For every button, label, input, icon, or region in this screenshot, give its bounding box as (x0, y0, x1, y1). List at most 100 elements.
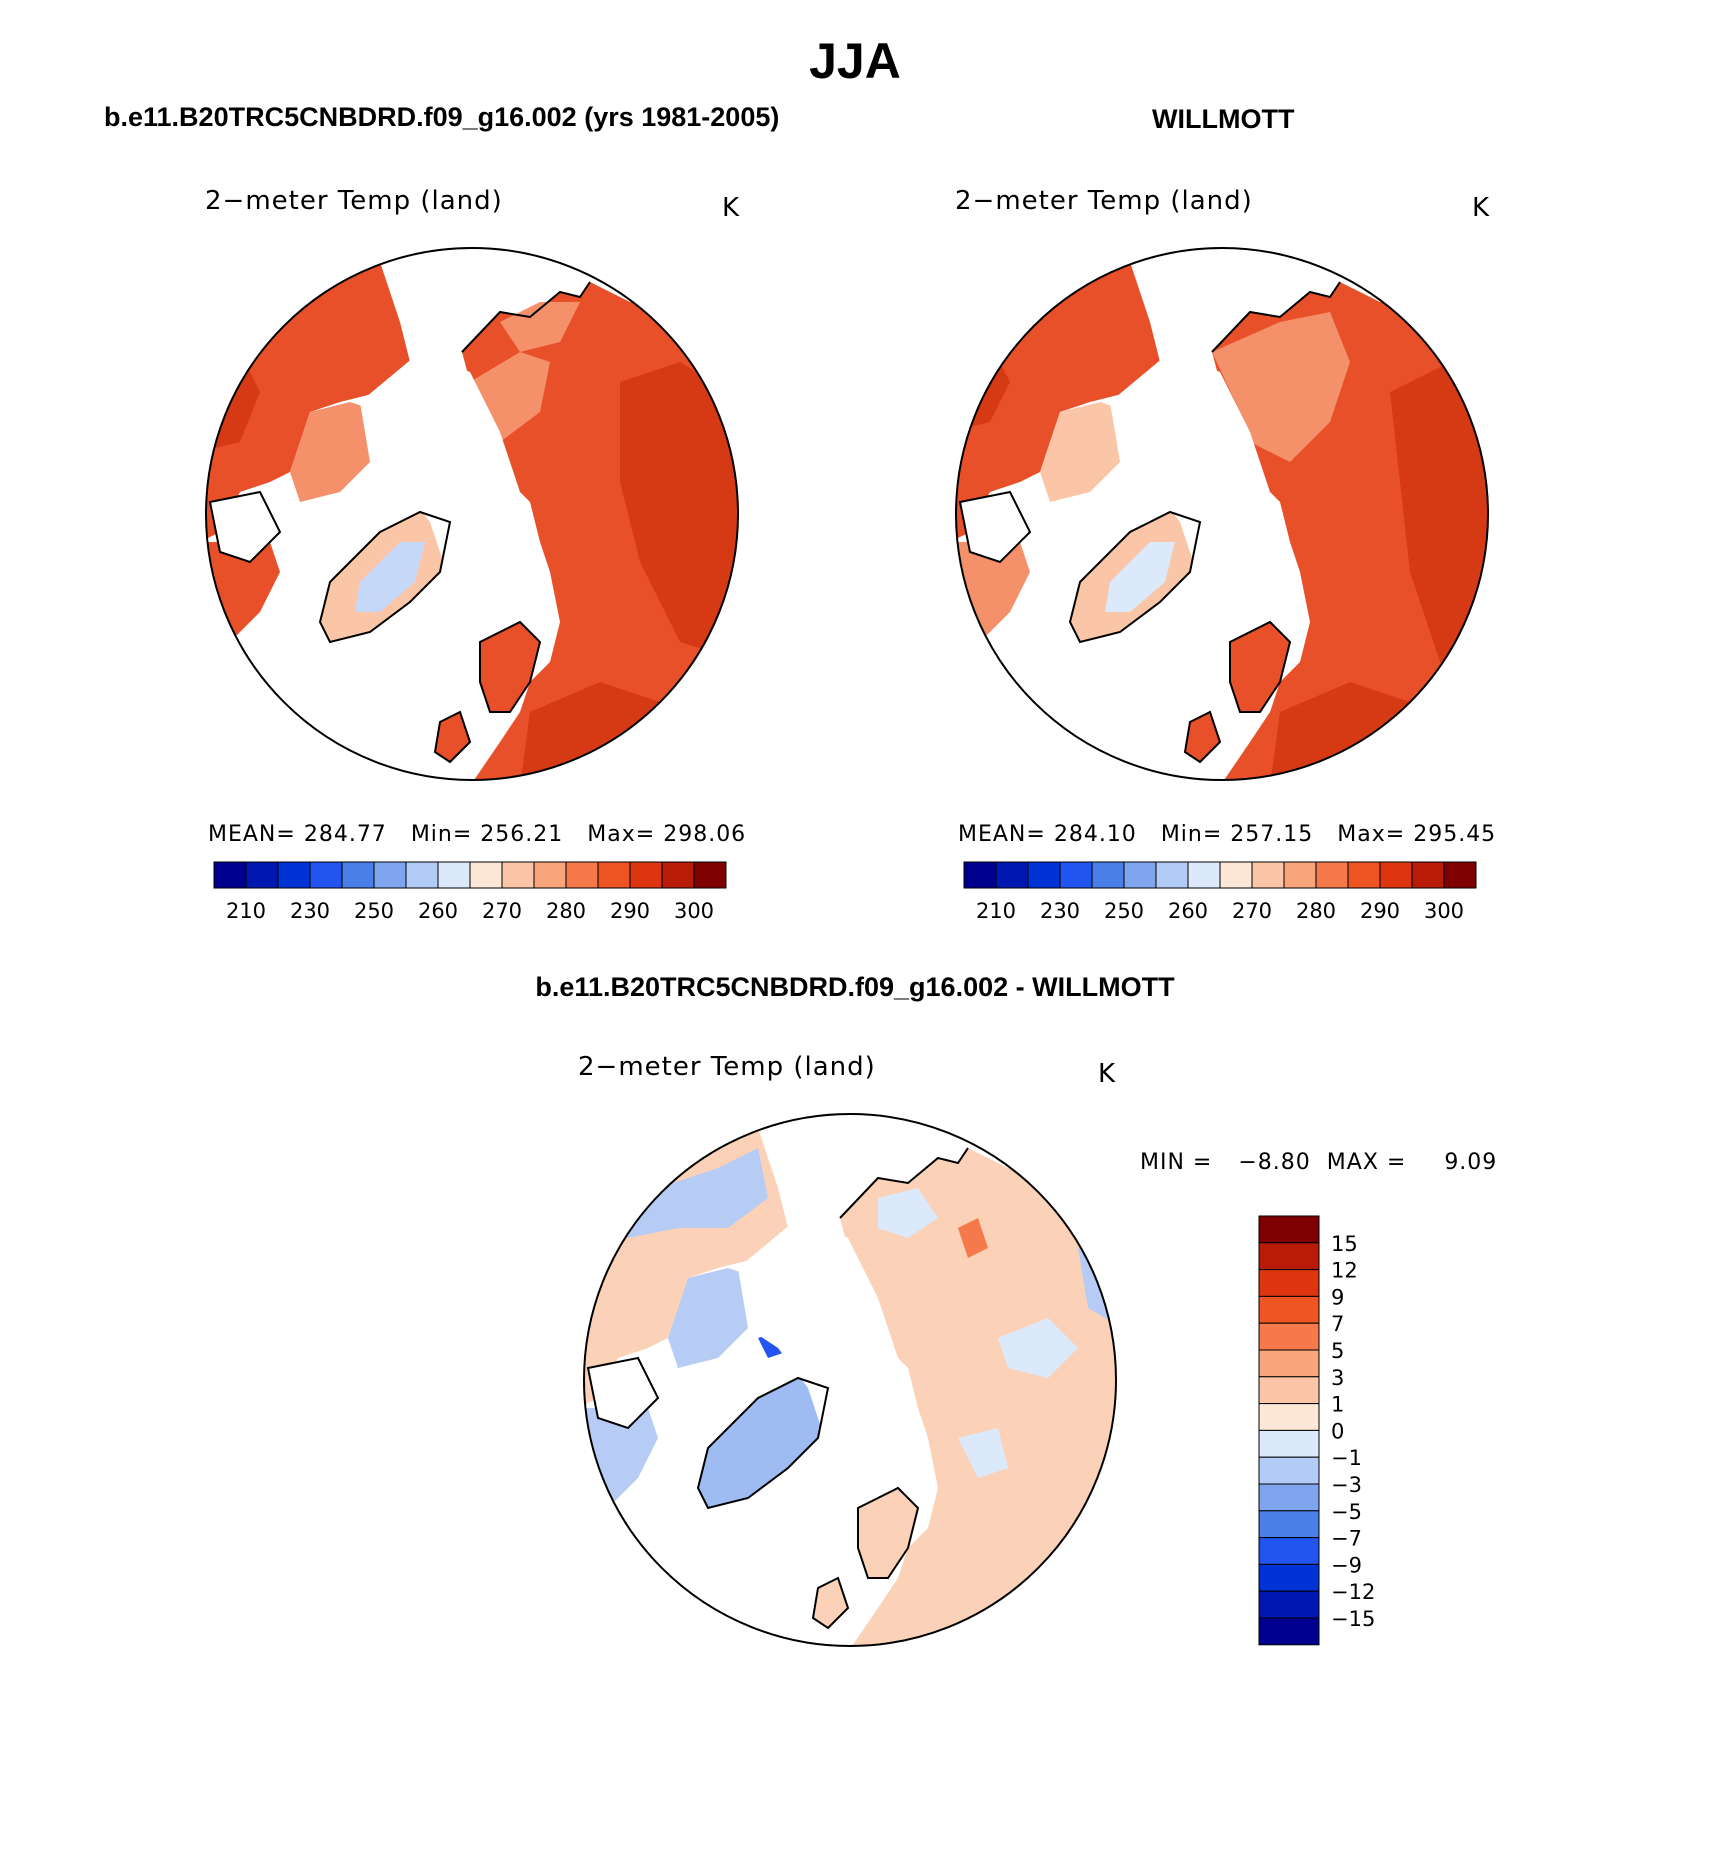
panel1-colorbar-swatch-6 (405, 861, 439, 889)
panel3-colorbar-swatch-4 (1258, 1322, 1320, 1351)
panel1-colorbar-swatch-7 (437, 861, 471, 889)
panel2-units: K (1472, 193, 1491, 223)
panel3-title: 2−meter Temp (land) (578, 1052, 876, 1082)
panel1-colorbar-tick-label: 210 (226, 899, 266, 923)
panel3-colorbar-swatch-9 (1258, 1456, 1320, 1485)
panel3-max-label: MAX = (1326, 1150, 1407, 1175)
panel1-north-atlantic (400, 582, 480, 712)
panel3-land-asia-blue2 (998, 1318, 1078, 1378)
panel1-colorbar-tick-label: 300 (674, 899, 714, 923)
panel1-colorbar-swatch-13 (629, 861, 663, 889)
panel3-min-label: MIN = (1140, 1150, 1213, 1175)
panel1-stats: MEAN= 284.77 Min= 256.21 Max= 298.06 (208, 822, 746, 847)
panel2-hudson-bay (960, 492, 1030, 562)
panel2-colorbar-tick-label: 250 (1104, 899, 1144, 923)
panel1-land-asia-light (470, 352, 550, 442)
panel2-polar-map (955, 247, 1489, 781)
panel1-pacific-gap (410, 248, 500, 352)
panel1-colorbar-tick-label: 280 (546, 899, 586, 923)
panel1-land-asia-dark (620, 362, 738, 662)
panel1-land-field (206, 248, 738, 780)
panel3-colorbar-swatch-11 (1258, 1510, 1320, 1539)
panel1-colorbar-swatch-15 (693, 861, 727, 889)
panel1-colorbar-tick-label: 270 (482, 899, 522, 923)
panel3-baffin-bay (728, 1348, 778, 1398)
panel1-colorbar-swatch-10 (533, 861, 567, 889)
panel2-land-asia-light (1212, 312, 1350, 462)
panel3-colorbar-tick-label: 9 (1331, 1285, 1344, 1309)
panel3-colorbar-tick-label: −9 (1331, 1553, 1362, 1577)
panel2-title: 2−meter Temp (land) (955, 186, 1253, 216)
panel3-land-asia (840, 1148, 1116, 1646)
panel3-colorbar-tick-label: 3 (1331, 1366, 1344, 1390)
difference-case-title: b.e11.B20TRC5CNBDRD.f09_g16.002 - WILLMO… (535, 972, 1175, 1002)
panel2-colorbar-tick-label: 300 (1424, 899, 1464, 923)
panel3-max-value: 9.09 (1444, 1150, 1498, 1175)
panel1-colorbar-swatch-11 (565, 861, 599, 889)
panel3-colorbar-tick-label: 5 (1331, 1339, 1344, 1363)
panel1-colorbar-swatch-2 (277, 861, 311, 889)
panel3-units: K (1098, 1059, 1117, 1089)
panel3-colorbar-swatch-15 (1258, 1617, 1320, 1646)
panel3-land-canadian-arch (668, 1268, 758, 1368)
panel2-colorbar-swatch-8 (1219, 861, 1253, 889)
panel1-min-value: 256.21 (480, 822, 564, 847)
panel1-colorbar-swatch-1 (245, 861, 279, 889)
panel1-colorbar-swatch-8 (469, 861, 503, 889)
panel3-land-field (584, 1114, 1116, 1646)
panel2-colorbar-swatch-13 (1379, 861, 1413, 889)
panel3-colorbar-tick-label: 15 (1331, 1232, 1358, 1256)
panel1-mean-value: 284.77 (303, 822, 387, 847)
panel2-land-asia-dark (1390, 362, 1488, 682)
panel3-colorbar-tick-label: 0 (1331, 1419, 1344, 1443)
panel3-colorbar-swatch-7 (1258, 1403, 1320, 1431)
panel3-colorbar-swatch-5 (1258, 1349, 1320, 1378)
panel2-colorbar-swatch-1 (995, 861, 1029, 889)
panel2-max-value: 295.45 (1413, 822, 1497, 847)
left-case-title: b.e11.B20TRC5CNBDRD.f09_g16.002 (yrs 198… (104, 102, 780, 132)
panel1-colorbar-swatch-14 (661, 861, 695, 889)
panel2-max-label: Max= (1337, 822, 1406, 847)
panel1-baffin-bay (350, 482, 400, 532)
panel1-mean-label: MEAN= (208, 822, 296, 847)
panel3-colorbar-swatch-3 (1258, 1295, 1320, 1324)
panel2-colorbar-swatch-0 (963, 861, 997, 889)
panel3-colorbar-tick-label: 1 (1331, 1393, 1344, 1417)
panel1-colorbar-swatch-0 (213, 861, 247, 889)
panel1-colorbar-swatch-4 (341, 861, 375, 889)
panel1-max-value: 298.06 (663, 822, 747, 847)
panel1-land-canadian-arch (290, 402, 380, 502)
panel3-colorbar-tick-label: 12 (1331, 1259, 1358, 1283)
panel1-colorbar: 210 230 250 260 270 280 290 300 (213, 861, 727, 923)
panel3-min-value: −8.80 (1238, 1150, 1311, 1175)
panel2-map-border (955, 247, 1489, 781)
panel2-stats: MEAN= 284.10 Min= 257.15 Max= 295.45 (958, 822, 1496, 847)
panel3-colorbar-swatch-8 (1258, 1429, 1320, 1458)
panel3-colorbar-tick-label: 7 (1331, 1312, 1344, 1336)
panel2-baffin-bay (1100, 482, 1150, 532)
panel2-colorbar-swatch-9 (1251, 861, 1285, 889)
panel1-polar-map (205, 247, 739, 781)
panel3-land-asia-blue1 (878, 1188, 938, 1238)
panel2-colorbar-swatch-5 (1123, 861, 1157, 889)
panel2-min-value: 257.15 (1230, 822, 1314, 847)
panel1-land-greenland-ice (355, 542, 425, 612)
panel3-colorbar-swatch-14 (1258, 1590, 1320, 1619)
panel2-colorbar-tick-label: 280 (1296, 899, 1336, 923)
panel1-colorbar-tick-label: 230 (290, 899, 330, 923)
panel2-colorbar-tick-label: 290 (1360, 899, 1400, 923)
panel2-colorbar-swatch-6 (1155, 861, 1189, 889)
panel2-land-canadian-arch (1040, 402, 1130, 502)
panel2-min-label: Min= (1160, 822, 1223, 847)
panel2-colorbar-swatch-14 (1411, 861, 1445, 889)
panel1-colorbar-swatch-12 (597, 861, 631, 889)
panel1-colorbar-swatch-3 (309, 861, 343, 889)
panel2-colorbar-swatch-2 (1027, 861, 1061, 889)
panel3-hudson-bay (588, 1358, 658, 1428)
panel1-title: 2−meter Temp (land) (205, 186, 503, 216)
panel2-colorbar-swatch-11 (1315, 861, 1349, 889)
panel3-colorbar-swatch-0 (1258, 1215, 1320, 1244)
panel3-colorbar-tick-label: −12 (1331, 1580, 1375, 1604)
panel2-colorbar-swatch-3 (1059, 861, 1093, 889)
panel3-polar-map (583, 1113, 1117, 1647)
